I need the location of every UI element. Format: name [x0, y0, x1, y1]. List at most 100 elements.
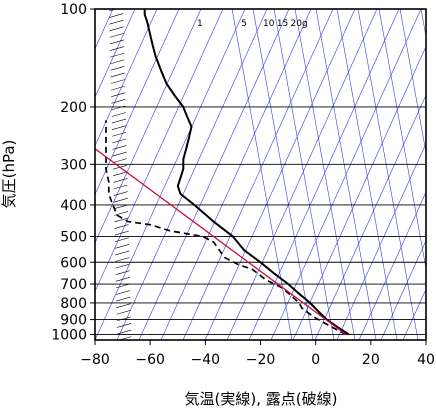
y-tick-label: 100: [60, 2, 87, 18]
wind-barb: [115, 277, 130, 282]
wind-barb: [111, 125, 127, 130]
wind-barb: [114, 224, 129, 229]
mixing-ratio-label: 20g: [291, 19, 308, 29]
wind-barb: [116, 323, 132, 328]
wind-barb: [111, 118, 126, 124]
mixing-ratio-label: 10: [263, 19, 275, 29]
mixing-ratio-line: [294, 9, 356, 340]
guide-line: [380, 239, 426, 340]
mixing-ratio-label: 15: [277, 19, 288, 29]
wind-barb: [110, 59, 125, 65]
wind-barb: [113, 197, 128, 203]
wind-barb: [112, 145, 127, 150]
wind-barb: [112, 138, 127, 144]
wind-barb: [109, 13, 124, 18]
wind-barb: [112, 131, 127, 137]
x-tick-label: −80: [80, 352, 110, 368]
wind-barb: [116, 290, 131, 295]
wind-barb: [109, 39, 124, 45]
temperature-line: [143, 9, 350, 336]
wind-barb: [114, 230, 129, 236]
wind-barb: [115, 270, 130, 275]
mixing-ratio-line: [315, 9, 377, 340]
wind-barb: [116, 303, 131, 308]
wind-barb: [109, 19, 124, 25]
guide-line: [182, 9, 334, 340]
mixing-ratio-line: [399, 9, 426, 155]
mixing-ratio-line: [378, 9, 426, 270]
x-tick-label: −60: [135, 352, 165, 368]
guide-line: [138, 9, 290, 340]
x-tick-label: 20: [362, 352, 380, 368]
mixing-ratio-label: 5: [241, 19, 247, 29]
y-tick-label: 400: [60, 198, 87, 214]
wind-barb: [115, 257, 130, 262]
wind-barb: [110, 79, 125, 84]
mixing-ratio-label: 1: [197, 19, 203, 29]
guide-line: [95, 9, 180, 196]
guide-line: [95, 9, 158, 147]
guide-line: [95, 9, 136, 98]
mixing-ratio-labels: 1 5 10 15 20g: [197, 19, 308, 29]
y-tick-label: 900: [60, 313, 87, 329]
guide-line: [95, 9, 224, 293]
wind-barb: [116, 309, 131, 315]
x-tick-label: −20: [246, 352, 276, 368]
guide-lines: [95, 9, 426, 340]
wind-barb: [115, 263, 130, 269]
guide-line: [248, 9, 400, 340]
wind-barb: [110, 66, 125, 71]
wind-barb: [109, 33, 124, 38]
wind-barb: [116, 296, 131, 302]
y-tick-label: 1000: [51, 327, 87, 343]
guide-line: [358, 191, 426, 340]
wind-barb: [114, 237, 129, 243]
y-tick-label: 800: [60, 296, 87, 312]
wind-barb: [116, 316, 131, 322]
wind-barb: [115, 250, 130, 256]
wind-barb: [110, 52, 125, 58]
wind-barb: [114, 217, 129, 223]
profile-series: [95, 9, 350, 336]
wind-barb: [113, 178, 128, 183]
mixing-ratio-line: [420, 9, 426, 39]
y-tick-label: 700: [60, 277, 87, 293]
wind-barb: [113, 184, 128, 190]
dewpoint-line: [105, 120, 347, 336]
x-tick-label: −40: [191, 352, 221, 368]
guide-line: [160, 9, 312, 340]
y-tick-label: 300: [60, 157, 87, 173]
wind-barb: [111, 92, 126, 97]
wind-barb: [117, 329, 132, 335]
guide-line: [314, 94, 426, 340]
mixing-ratio-line: [252, 9, 314, 340]
wind-barbs: [108, 9, 132, 340]
y-tick-label: 600: [60, 255, 87, 271]
wind-barb: [113, 171, 128, 177]
guide-line: [95, 9, 246, 340]
guide-line: [402, 288, 426, 340]
wind-barb: [115, 283, 131, 289]
mixing-ratio-line: [336, 9, 398, 340]
x-tick-label: 40: [417, 352, 435, 368]
wind-barb: [110, 85, 126, 91]
wind-barb: [110, 72, 125, 78]
y-tick-label: 200: [60, 100, 87, 116]
parcel-line: [95, 147, 347, 336]
wind-barb: [112, 158, 127, 163]
x-axis-title: 気温(実線), 露点(破線): [185, 390, 338, 408]
guide-line: [116, 9, 268, 340]
wind-barb: [113, 204, 129, 210]
wind-barb: [114, 244, 130, 249]
wind-barb: [108, 9, 118, 12]
wind-barb: [113, 191, 128, 196]
x-tick-label: 0: [311, 352, 320, 368]
wind-barb: [112, 151, 127, 157]
y-axis-title: 気圧(hPa): [0, 140, 18, 209]
guide-line: [336, 142, 426, 340]
pressure-gridlines: [95, 9, 426, 335]
guide-line: [292, 45, 426, 340]
y-tick-label: 500: [60, 229, 87, 245]
wind-barb: [111, 99, 126, 104]
